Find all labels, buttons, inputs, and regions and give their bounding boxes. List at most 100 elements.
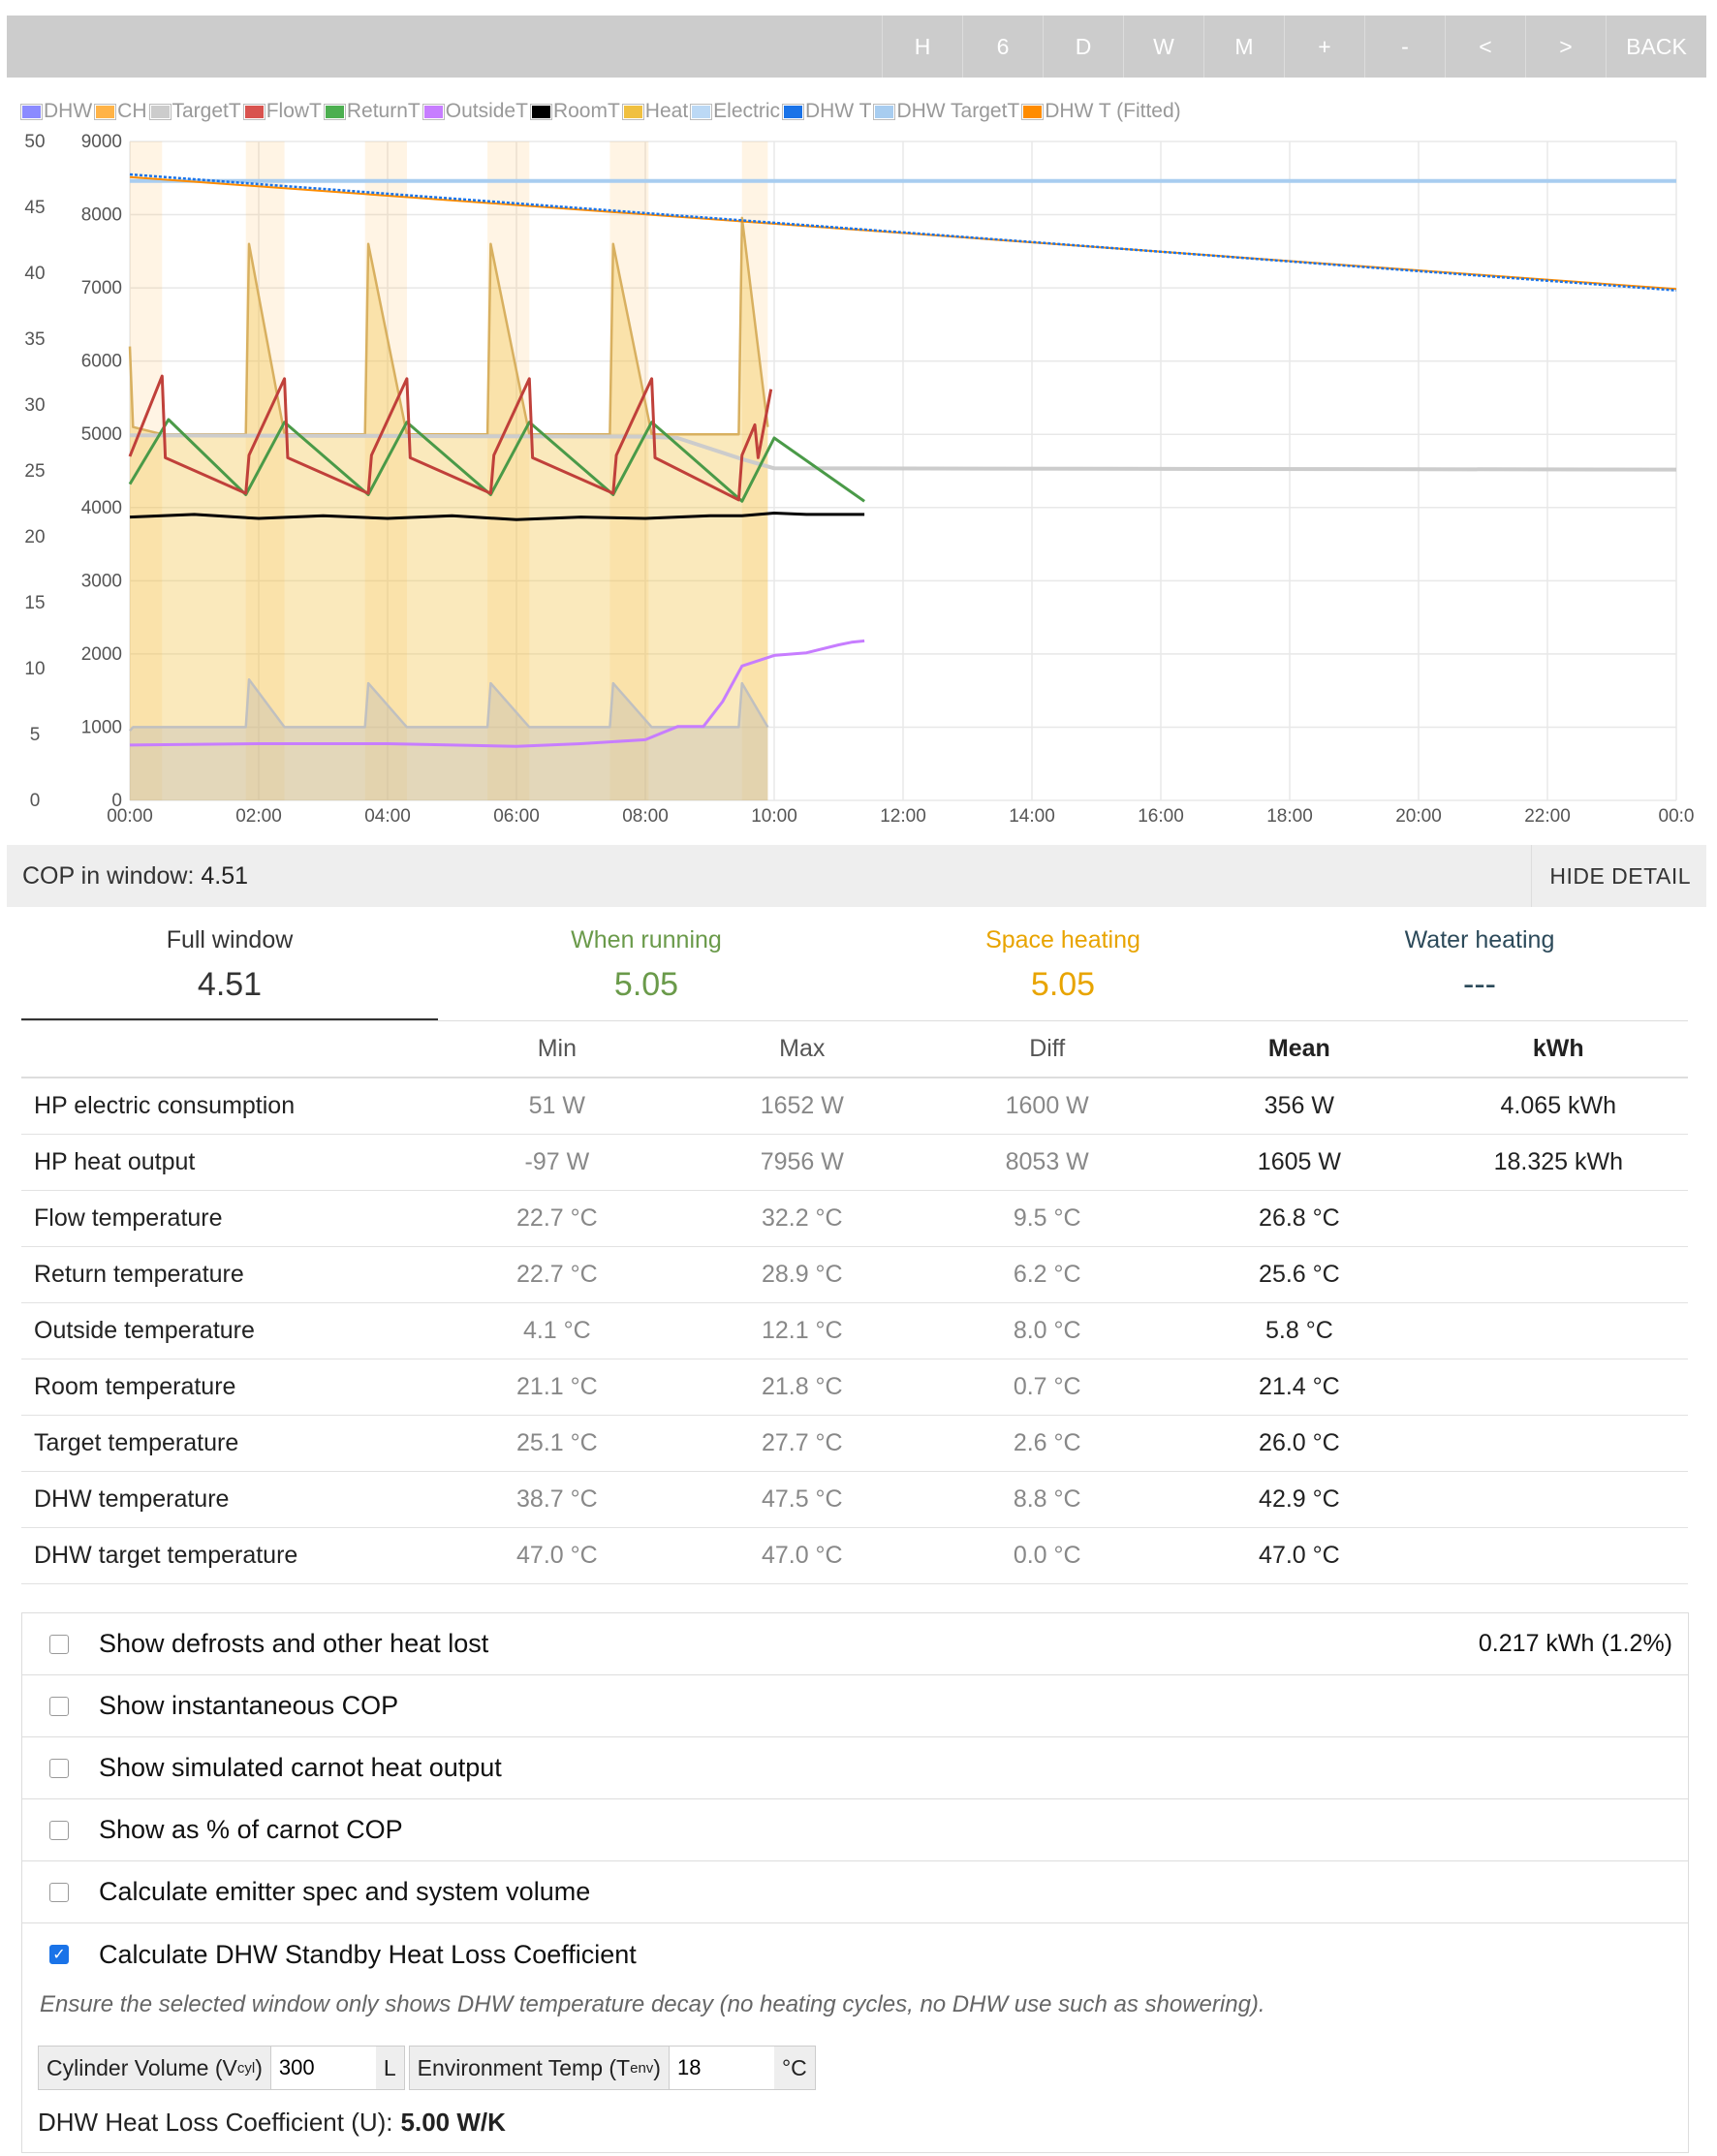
option-label: Calculate DHW Standby Heat Loss Coeffici…: [99, 1939, 637, 1969]
x-tick-label: 14:00: [1009, 806, 1055, 827]
y-left-tick-label: 10: [24, 659, 45, 679]
table-cell: 6.2 °C: [924, 1246, 1171, 1303]
x-tick-label: 08:00: [622, 806, 669, 827]
option-label: Show instantaneous COP: [99, 1691, 399, 1720]
option-checkbox[interactable]: [49, 1882, 69, 1902]
summary-title: Full window: [166, 926, 294, 953]
y-left-tick-label: 30: [24, 395, 45, 416]
cop-in-window: COP in window: 4.51: [22, 862, 248, 891]
y-left-tick-label: 20: [24, 527, 45, 547]
y-left-tick-label: 40: [24, 264, 45, 284]
ch-period-band: [487, 141, 530, 800]
option-checkbox[interactable]: [49, 1696, 69, 1716]
dhw-loss-result-value: 5.00 W/K: [400, 2107, 506, 2137]
legend-item-dhw-targett[interactable]: DHW TargetT: [873, 100, 1020, 123]
table-row: Target temperature 25.1 °C 27.7 °C 2.6 °C 26…: [21, 1415, 1688, 1472]
table-cell: 47.0 °C: [679, 1527, 925, 1584]
table-cell: 18.325 kWh: [1428, 1134, 1688, 1191]
cop-bar: COP in window: 4.51 HIDE DETAIL: [7, 845, 1706, 907]
y-right-tick-label: 2000: [81, 644, 122, 665]
stats-header-row: Min Max Diff Mean kWh: [21, 1021, 1688, 1078]
table-cell: 9.5 °C: [924, 1190, 1171, 1247]
cop-label: COP in window:: [22, 861, 195, 890]
table-cell: 42.9 °C: [1170, 1471, 1429, 1528]
table-cell: 47.5 °C: [679, 1471, 925, 1528]
legend-label: DHW: [44, 100, 93, 122]
option-value: 0.217 kWh (1.2%): [1478, 1630, 1672, 1657]
legend-item-targett[interactable]: TargetT: [148, 100, 241, 123]
column-header-max: Max: [679, 1021, 925, 1078]
zoom-in-button[interactable]: +: [1284, 16, 1364, 78]
summary-when-running[interactable]: When running 5.05: [438, 921, 855, 1020]
option-label: Calculate emitter spec and system volume: [99, 1877, 591, 1906]
legend-swatch: [690, 103, 713, 120]
y-left-tick-label: 35: [24, 329, 45, 350]
table-cell: 26.0 °C: [1170, 1415, 1429, 1472]
legend-swatch: [20, 103, 43, 120]
zoom-out-button[interactable]: -: [1364, 16, 1445, 78]
column-header-min: Min: [434, 1021, 680, 1078]
table-cell: 21.1 °C: [434, 1359, 680, 1416]
y-right-tick-label: 1000: [81, 717, 122, 737]
six-hour-button[interactable]: 6: [962, 16, 1043, 78]
environment-temp-label: Environment Temp (T env): [408, 2046, 670, 2090]
legend-item-electric[interactable]: Electric: [690, 100, 780, 123]
y-right-tick-label: 3000: [81, 571, 122, 591]
option-show-as-of-carnot-cop: Show as % of carnot COP: [22, 1799, 1688, 1861]
option-label: Show simulated carnot heat output: [99, 1753, 502, 1782]
series-line-dhw-t: [129, 172, 1677, 292]
legend-label: DHW TargetT: [896, 100, 1020, 122]
x-tick-label: 10:00: [751, 806, 797, 827]
x-tick-label: 02:00: [235, 806, 282, 827]
table-cell: [1428, 1190, 1688, 1247]
y-right-tick-label: 5000: [81, 424, 122, 445]
table-cell: DHW target temperature: [21, 1527, 435, 1584]
legend-item-dhw-t[interactable]: DHW T: [782, 100, 871, 123]
legend-label: TargetT: [172, 100, 241, 122]
column-header-kwh: kWh: [1428, 1021, 1688, 1078]
hide-detail-button[interactable]: HIDE DETAIL: [1531, 845, 1691, 907]
legend-label: Heat: [644, 100, 689, 122]
table-cell: 2.6 °C: [924, 1415, 1171, 1472]
legend-item-outsidet[interactable]: OutsideT: [421, 100, 528, 123]
column-header-name: [21, 1021, 435, 1078]
legend-item-heat[interactable]: Heat: [621, 100, 689, 123]
table-cell: HP heat output: [21, 1134, 435, 1191]
table-cell: DHW temperature: [21, 1471, 435, 1528]
month-button[interactable]: M: [1203, 16, 1284, 78]
cylinder-volume-input[interactable]: [270, 2046, 376, 2090]
summary-water-heating[interactable]: Water heating ---: [1271, 921, 1688, 1020]
ch-period-band: [364, 141, 407, 800]
heatpump-chart[interactable]: 00:00 02:00 04:00 06:00 08:00 10:00 12:00 14:00…: [0, 124, 1717, 841]
table-cell: 7956 W: [679, 1134, 925, 1191]
legend-label: OutsideT: [445, 100, 528, 122]
option-checkbox[interactable]: ✓: [49, 1945, 69, 1964]
environment-temp-input[interactable]: [669, 2046, 774, 2090]
back-button[interactable]: BACK: [1606, 16, 1706, 78]
legend-item-returnt[interactable]: ReturnT: [323, 100, 421, 123]
legend-item-flowt[interactable]: FlowT: [242, 100, 322, 123]
option-checkbox[interactable]: [49, 1758, 69, 1778]
summary-space-heating[interactable]: Space heating 5.05: [855, 921, 1271, 1020]
pan-right-button[interactable]: >: [1525, 16, 1606, 78]
legend-label: CH: [117, 100, 147, 122]
day-button[interactable]: D: [1043, 16, 1123, 78]
option-checkbox[interactable]: [49, 1634, 69, 1654]
legend-item-ch[interactable]: CH: [94, 100, 147, 123]
table-cell: 28.9 °C: [679, 1246, 925, 1303]
table-cell: 0.7 °C: [924, 1359, 1171, 1416]
chart-legend: DHW CH TargetT FlowT ReturnT OutsideT RoomT Hea…: [20, 98, 1475, 125]
option-calculate-emitter-spec-and-system-volume: Calculate emitter spec and system volume: [22, 1861, 1688, 1923]
pan-left-button[interactable]: <: [1445, 16, 1525, 78]
legend-item-dhw-t-fitted[interactable]: DHW T (Fitted): [1021, 100, 1181, 123]
summary-full-window[interactable]: Full window 4.51: [21, 921, 438, 1020]
week-button[interactable]: W: [1123, 16, 1203, 78]
legend-item-roomt[interactable]: RoomT: [529, 100, 620, 123]
legend-item-dhw[interactable]: DHW: [20, 100, 93, 123]
legend-swatch: [1021, 103, 1045, 120]
hour-button[interactable]: H: [882, 16, 962, 78]
table-cell: Room temperature: [21, 1359, 435, 1416]
option-checkbox[interactable]: [49, 1820, 69, 1840]
